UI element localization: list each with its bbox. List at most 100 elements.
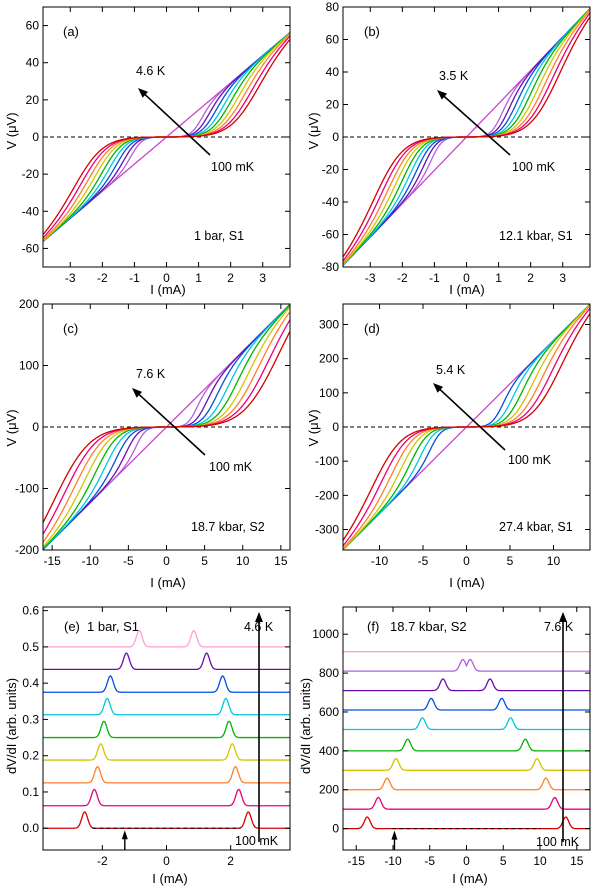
panel-b: (b) 12.1 kbar, S1 3.5 K 100 mK I (mA) V … bbox=[306, 0, 591, 297]
x-tick-label: -5 bbox=[424, 854, 435, 868]
temperature-arrowhead bbox=[559, 612, 567, 622]
y-tick-label: 800 bbox=[319, 666, 339, 680]
temperature-arrow bbox=[436, 386, 506, 451]
series-line bbox=[343, 658, 590, 672]
y-tick-label: 200 bbox=[319, 783, 339, 797]
x-tick-label: -10 bbox=[371, 554, 389, 568]
x-tick-label: -10 bbox=[384, 854, 402, 868]
x-tick-label: 2 bbox=[527, 271, 534, 285]
series-line bbox=[43, 38, 290, 236]
y-tick-label: 60 bbox=[326, 33, 340, 47]
series-line bbox=[43, 742, 290, 761]
y-tick-label: 0 bbox=[32, 420, 39, 434]
series-line bbox=[343, 777, 590, 791]
y-tick-label: 20 bbox=[26, 93, 40, 107]
series-line bbox=[43, 331, 290, 523]
x-tick-label: 0 bbox=[163, 854, 170, 868]
temperature-low-label: 100 mK bbox=[209, 460, 253, 474]
x-tick-label: -3 bbox=[65, 271, 76, 285]
panel-e: (e) 1 bar, S1 4.6 K 100 mK I (mA) dV/dI … bbox=[4, 604, 291, 886]
x-axis-label: I (mA) bbox=[150, 282, 185, 297]
x-tick-label: 0 bbox=[463, 554, 470, 568]
plot-frame bbox=[42, 606, 291, 851]
series-line bbox=[343, 757, 590, 771]
y-tick-label: 0.1 bbox=[22, 785, 39, 799]
y-tick-label: -100 bbox=[15, 482, 39, 496]
temperature-low-label: 100 mK bbox=[235, 834, 279, 848]
sample-label: 12.1 kbar, S1 bbox=[499, 229, 573, 243]
panel-label: (c) bbox=[63, 321, 78, 336]
temperature-high-label: 4.6 K bbox=[136, 64, 166, 78]
temperature-high-label: 5.4 K bbox=[436, 363, 466, 377]
panel-label: (a) bbox=[63, 24, 79, 39]
x-tick-label: 5 bbox=[201, 554, 208, 568]
y-axis-label: dV/dI (arb. units) bbox=[298, 678, 313, 774]
y-tick-label: 0 bbox=[332, 420, 339, 434]
panel-a: (a) 1 bar, S1 4.6 K 100 mK I (mA) V (μV)… bbox=[4, 6, 291, 297]
temperature-high-label: 7.6 K bbox=[136, 367, 166, 381]
temperature-arrowhead bbox=[138, 88, 149, 98]
y-axis-label: V (μV) bbox=[4, 409, 19, 446]
panel-f: (f) 18.7 kbar, S2 7.6 K 100 mK I (mA) dV… bbox=[298, 606, 591, 886]
panel-d: (d) 27.4 kbar, S1 5.4 K 100 mK I (mA) V … bbox=[306, 303, 591, 590]
y-tick-label: -60 bbox=[22, 241, 40, 255]
temperature-arrowhead bbox=[255, 612, 263, 622]
x-tick-label: -5 bbox=[123, 554, 134, 568]
y-tick-label: 40 bbox=[326, 65, 340, 79]
series-line bbox=[43, 629, 290, 648]
y-tick-label: 0 bbox=[332, 822, 339, 836]
x-tick-label: 2 bbox=[227, 854, 234, 868]
y-tick-label: 300 bbox=[319, 318, 339, 332]
x-tick-label: -2 bbox=[97, 271, 108, 285]
series-line bbox=[43, 720, 290, 739]
y-tick-label: 40 bbox=[26, 56, 40, 70]
y-tick-label: -200 bbox=[315, 488, 339, 502]
y-tick-label: -20 bbox=[22, 167, 40, 181]
series-line bbox=[43, 788, 290, 807]
y-axis-label: dV/dI (arb. units) bbox=[4, 678, 19, 774]
x-tick-label: 3 bbox=[259, 271, 266, 285]
temperature-high-label: 7.6 K bbox=[544, 620, 574, 634]
y-tick-label: 0.3 bbox=[22, 712, 39, 726]
x-tick-label: 0 bbox=[163, 554, 170, 568]
temperature-low-label: 100 mK bbox=[211, 160, 255, 174]
x-tick-label: -15 bbox=[43, 554, 61, 568]
curves bbox=[343, 304, 590, 550]
y-tick-label: 0 bbox=[32, 130, 39, 144]
sample-label: 18.7 kbar, S2 bbox=[191, 520, 265, 534]
temperature-arrowhead bbox=[132, 388, 143, 398]
x-tick-label: 1 bbox=[195, 271, 202, 285]
indicator-arrowhead bbox=[121, 830, 128, 840]
y-tick-label: 0.4 bbox=[22, 676, 39, 690]
series-line bbox=[43, 652, 290, 671]
x-axis-label: I (mA) bbox=[152, 871, 187, 886]
series-line bbox=[343, 717, 590, 731]
temperature-low-label: 100 mK bbox=[508, 453, 552, 467]
y-tick-label: 0.6 bbox=[22, 604, 39, 618]
y-tick-label: 0.2 bbox=[22, 749, 39, 763]
series-line bbox=[343, 738, 590, 752]
series-line bbox=[343, 796, 590, 810]
series-line bbox=[343, 678, 590, 692]
x-tick-label: 15 bbox=[274, 554, 288, 568]
y-axis-label: V (μV) bbox=[4, 112, 19, 149]
x-tick-label: 10 bbox=[547, 554, 561, 568]
x-axis-label: I (mA) bbox=[150, 575, 185, 590]
x-tick-label: 0 bbox=[163, 271, 170, 285]
y-tick-label: 400 bbox=[319, 744, 339, 758]
x-tick-label: 3 bbox=[559, 271, 566, 285]
y-tick-label: 100 bbox=[319, 386, 339, 400]
y-tick-label: 0.0 bbox=[22, 821, 39, 835]
y-tick-label: -300 bbox=[315, 523, 339, 537]
x-axis-label: I (mA) bbox=[452, 871, 487, 886]
y-tick-label: 200 bbox=[319, 352, 339, 366]
x-tick-label: -2 bbox=[97, 854, 108, 868]
x-tick-label: 10 bbox=[533, 854, 547, 868]
panel-label: (e) bbox=[64, 619, 80, 634]
x-tick-label: 1 bbox=[495, 271, 502, 285]
y-tick-label: -20 bbox=[322, 163, 340, 177]
curves bbox=[343, 8, 590, 266]
curves bbox=[43, 32, 290, 242]
x-tick-label: 5 bbox=[507, 554, 514, 568]
x-tick-label: -1 bbox=[429, 271, 440, 285]
